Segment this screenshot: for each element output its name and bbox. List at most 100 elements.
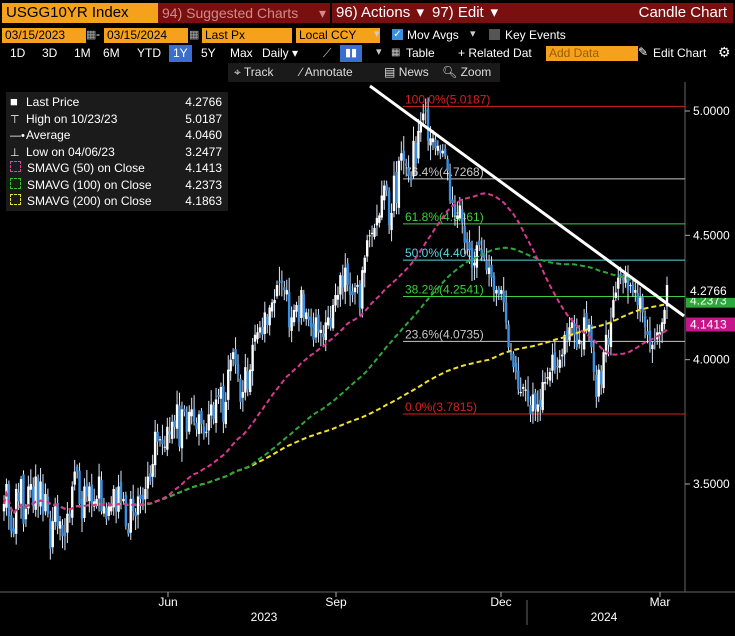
candle-body: [468, 242, 471, 251]
chevron-down-icon[interactable]: ▾: [470, 28, 476, 40]
tools-group: [228, 63, 500, 82]
track-button[interactable]: ⌖ Track: [234, 64, 273, 81]
header-bar: USGG10YR Index 94) Suggested Charts ▾ 96)…: [0, 0, 735, 26]
add-data-input[interactable]: Add Data: [546, 46, 638, 61]
candle-body: [141, 495, 145, 502]
chevron-down-icon[interactable]: ▾: [374, 28, 380, 40]
y-axis: 3.50004.00004.50005.00004.23734.14134.27…: [685, 104, 735, 491]
table-icon: ▦: [391, 47, 401, 58]
period-1d-button[interactable]: 1D: [10, 46, 26, 60]
legend-swatch-icon: [10, 177, 21, 189]
annotate-icon: ∕: [300, 65, 303, 79]
zoom-button[interactable]: 🔍︎ Zoom: [442, 64, 491, 81]
price-field-select[interactable]: Last Px: [202, 28, 292, 43]
date-separator: -: [96, 27, 100, 41]
news-icon: ▤: [384, 65, 396, 79]
candle-body: [180, 409, 184, 449]
news-button[interactable]: ▤ News: [384, 64, 429, 81]
candle-body: [239, 378, 242, 402]
candle-body: [543, 382, 547, 384]
candle-body: [100, 480, 103, 512]
fib-level-label: 38.2%(4.2541): [405, 282, 484, 296]
candle-body: [443, 148, 447, 156]
actions-menu[interactable]: 96) Actions ▾: [332, 3, 428, 23]
period-3d-button[interactable]: 3D: [42, 46, 58, 60]
candle-body: [280, 280, 284, 283]
candle-body: [446, 159, 449, 171]
candle-body: [517, 370, 520, 390]
period-1y-button[interactable]: 1Y: [169, 45, 192, 62]
news-label: News: [398, 65, 429, 79]
candle-body: [585, 312, 588, 330]
period-max-button[interactable]: Max: [230, 46, 253, 60]
candle-body: [490, 264, 493, 278]
candle-body: [117, 486, 120, 512]
table-button[interactable]: Table: [406, 46, 435, 60]
candle-body: [163, 446, 167, 448]
chevron-down-icon: ▾: [416, 4, 424, 21]
frequency-select[interactable]: Daily ▾: [262, 46, 299, 60]
ticker-field[interactable]: USGG10YR Index: [2, 3, 158, 23]
candle-body: [175, 404, 179, 429]
candle-body: [344, 267, 347, 292]
legend-value: 4.2373: [185, 177, 222, 192]
period-6m-button[interactable]: 6M: [103, 46, 120, 60]
candle-body: [607, 338, 610, 345]
candle-body: [222, 385, 225, 422]
tools-bar: ⌖ Track ∕ Annotate ▤ News 🔍︎ Zoom: [0, 63, 735, 82]
candle-body: [365, 240, 369, 257]
candle-body: [353, 287, 357, 293]
sma-50-line: [3, 192, 668, 516]
edit-chart-button[interactable]: Edit Chart: [653, 46, 707, 60]
suggested-charts-menu[interactable]: 94) Suggested Charts ▾: [158, 3, 330, 23]
candle-body: [609, 322, 613, 347]
candle-body: [617, 277, 620, 289]
moving-averages: [3, 192, 668, 516]
annotate-button[interactable]: ∕ Annotate: [300, 64, 353, 81]
candle-body: [456, 215, 459, 219]
candle-body: [348, 286, 352, 296]
legend-label: SMAVG (200) on Close: [27, 194, 152, 208]
key-events-checkbox[interactable]: [489, 29, 500, 40]
calendar-icon[interactable]: ▦: [86, 29, 97, 41]
candle-body: [539, 399, 542, 407]
candle-body: [112, 488, 115, 508]
chevron-down-icon[interactable]: ▾: [376, 46, 382, 58]
calendar-icon[interactable]: ▦: [189, 29, 200, 41]
candle-body: [595, 374, 598, 397]
gear-icon[interactable]: ⚙: [718, 44, 731, 60]
period-1m-button[interactable]: 1M: [74, 46, 91, 60]
candle-body: [495, 290, 498, 294]
candle-body: [448, 172, 452, 201]
mov-avgs-checkbox[interactable]: ✓: [392, 29, 403, 40]
candle-body: [32, 486, 35, 507]
period-5y-button[interactable]: 5Y: [201, 46, 216, 60]
candle-body: [253, 334, 257, 342]
candle-body: [261, 327, 264, 335]
legend-swatch-icon: ⊤: [10, 113, 20, 126]
candle-body: [492, 275, 496, 291]
candle-body: [590, 324, 593, 348]
candle-body: [241, 391, 245, 398]
candle-body: [127, 529, 130, 534]
related-data-button[interactable]: + Related Dat: [458, 46, 532, 60]
edit-menu[interactable]: 97) Edit ▾: [428, 3, 502, 23]
candle-chart-icon[interactable]: ▮▮: [340, 45, 362, 62]
candle-body: [648, 330, 652, 345]
legend-row: ■ Last Price 4.2766: [10, 94, 226, 110]
candle-body: [463, 225, 466, 243]
start-date-field[interactable]: 03/15/2023: [2, 28, 86, 43]
y-tick-label: 3.5000: [693, 477, 730, 491]
candle-body: [556, 366, 559, 368]
candle-body: [256, 332, 259, 340]
currency-select[interactable]: Local CCY: [296, 28, 380, 43]
legend-label: High on 10/23/23: [26, 111, 118, 126]
chart-type-title: Candle Chart: [502, 3, 733, 23]
candle-body: [458, 205, 462, 218]
candle-body: [234, 348, 237, 365]
period-ytd-button[interactable]: YTD: [137, 46, 161, 60]
candle-body: [231, 352, 235, 359]
candle-body: [531, 394, 535, 412]
line-chart-icon[interactable]: ⟋: [323, 46, 332, 60]
end-date-field[interactable]: 03/15/2024: [104, 28, 188, 43]
